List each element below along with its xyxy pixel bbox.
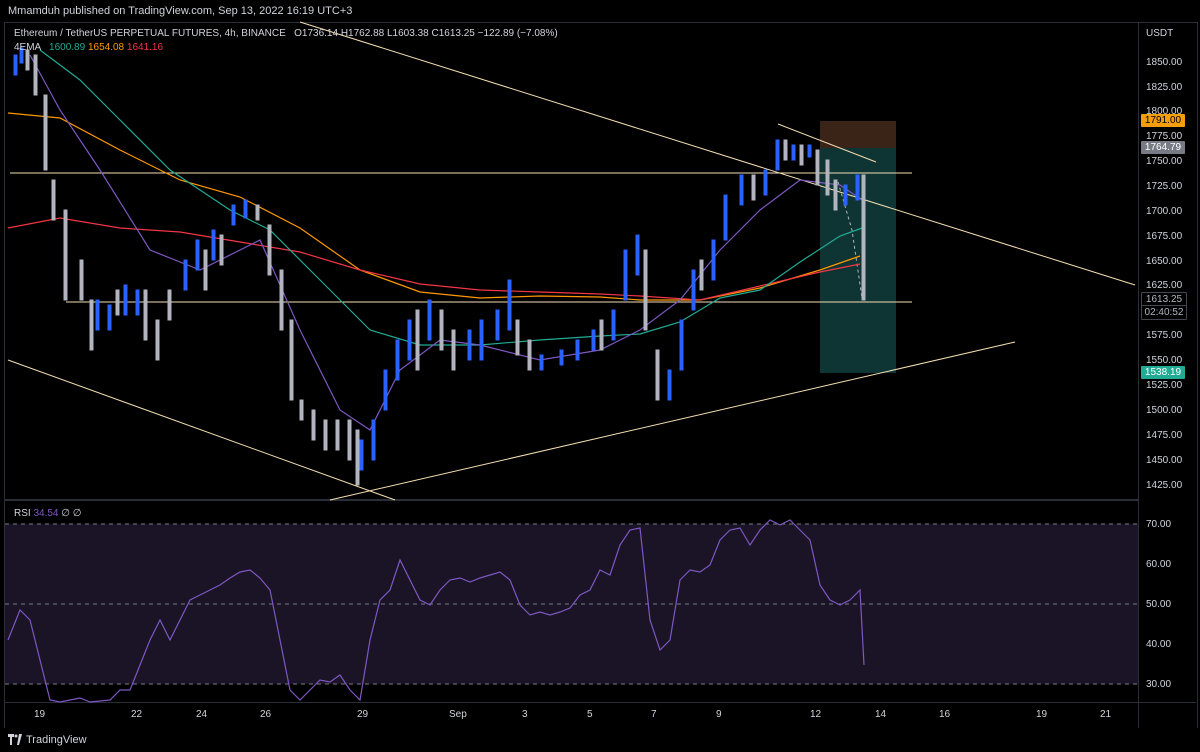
price-tick: 1425.00 (1146, 480, 1183, 491)
descending-trendline[interactable] (299, 21, 1136, 286)
time-tick: 7 (651, 709, 657, 720)
ema-value-red: 1641.16 (126, 42, 164, 53)
price-tick: 1825.00 (1146, 82, 1183, 93)
entry-price-tag[interactable]: 1764.79 (1141, 141, 1185, 154)
price-tick: 1850.00 (1146, 57, 1183, 68)
rsi-value: 34.54 (33, 508, 59, 519)
price-axis-divider (1138, 22, 1139, 728)
price-tick: 1800.00 (1146, 106, 1183, 117)
rsi-tick: 60.00 (1146, 559, 1172, 570)
price-tick: 1675.00 (1146, 231, 1183, 242)
time-tick: Sep (449, 709, 467, 720)
time-tick: 24 (196, 709, 208, 720)
time-tick: 3 (522, 709, 528, 720)
change-value: −122.89 (−7.08%) (477, 28, 558, 39)
close-value: C1613.25 (431, 28, 475, 39)
ema-green (39, 49, 863, 346)
price-tick: 1550.00 (1146, 355, 1183, 366)
low-value: L1603.38 (386, 28, 429, 39)
time-tick: 21 (1100, 709, 1112, 720)
time-axis-divider (4, 702, 1196, 703)
price-tick: 1750.00 (1146, 156, 1183, 167)
time-tick: 26 (260, 709, 272, 720)
rsi-extra-1: ∅ (61, 508, 70, 519)
rsi-label[interactable]: RSI (14, 508, 31, 519)
open-value: O1736.14 (294, 28, 339, 39)
rsi-tick: 40.00 (1146, 639, 1172, 650)
price-tick: 1700.00 (1146, 206, 1183, 217)
rsi-line (7, 519, 865, 703)
candles (13, 47, 866, 486)
tradingview-logo-icon[interactable] (8, 734, 22, 745)
time-tick: 29 (357, 709, 369, 720)
rsi-tick: 50.00 (1146, 599, 1172, 610)
ema-red (7, 217, 861, 301)
publish-text: Mmamduh published on TradingView.com, Se… (8, 5, 353, 17)
flag-line[interactable] (777, 123, 877, 163)
ema-label[interactable]: 4EMA (14, 42, 41, 53)
high-value: H1762.88 (340, 28, 385, 39)
footer: TradingView (0, 728, 1200, 752)
rsi-extra-2: ∅ (72, 508, 82, 519)
ema-value-green: 1600.89 (49, 42, 86, 53)
price-tick: 1650.00 (1146, 256, 1183, 267)
price-tick: 1625.00 (1146, 280, 1183, 291)
time-tick: 19 (34, 709, 46, 720)
rsi-tick: 70.00 (1146, 519, 1172, 530)
pane-divider[interactable] (4, 499, 1138, 501)
time-tick: 22 (131, 709, 143, 720)
target-price-tag[interactable]: 1538.19 (1141, 366, 1185, 379)
price-tick: 1525.00 (1146, 380, 1183, 391)
stop-price-tag[interactable]: 1791.00 (1141, 114, 1185, 127)
stop-loss-zone[interactable] (820, 121, 896, 148)
publish-bar: Mmamduh published on TradingView.com, Se… (0, 0, 1200, 22)
symbol-legend[interactable]: Ethereum / TetherUS PERPETUAL FUTURES, 4… (14, 28, 558, 39)
rsi-tick: 30.00 (1146, 679, 1172, 690)
time-tick: 9 (716, 709, 722, 720)
price-tick: 1450.00 (1146, 455, 1183, 466)
currency-label[interactable]: USDT (1146, 28, 1174, 39)
rsi-legend[interactable]: RSI 34.54 ∅ ∅ (14, 508, 81, 519)
bar-countdown-tag: 02:40:52 (1141, 305, 1187, 320)
time-tick: 19 (1036, 709, 1048, 720)
price-tick: 1500.00 (1146, 405, 1183, 416)
price-tick: 1775.00 (1146, 131, 1183, 142)
price-tick: 1725.00 (1146, 181, 1183, 192)
ema-orange (7, 112, 861, 301)
symbol-title[interactable]: Ethereum / TetherUS PERPETUAL FUTURES, 4… (14, 28, 286, 39)
time-tick: 5 (587, 709, 593, 720)
footer-brand[interactable]: TradingView (26, 734, 87, 746)
price-tick: 1575.00 (1146, 330, 1183, 341)
projection-arrow (837, 181, 863, 299)
time-tick: 12 (810, 709, 822, 720)
ema-legend[interactable]: 4EMA 1600.89 1654.08 1641.16 (14, 42, 163, 53)
time-tick: 14 (875, 709, 887, 720)
lower-channel-line[interactable] (7, 359, 396, 501)
price-tick: 1475.00 (1146, 430, 1183, 441)
ema-purple (29, 54, 863, 431)
time-tick: 16 (939, 709, 951, 720)
ema-value-orange: 1654.08 (87, 42, 125, 53)
ascending-trendline[interactable] (329, 341, 1016, 501)
